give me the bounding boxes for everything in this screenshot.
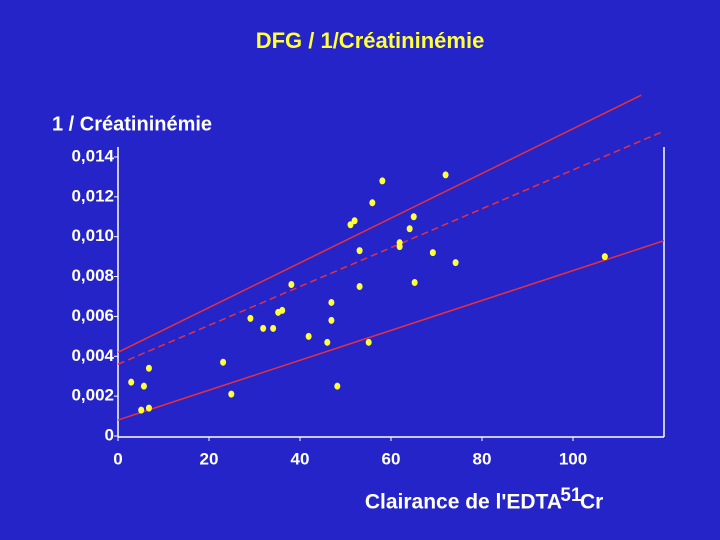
data-point bbox=[128, 378, 135, 386]
x-tick-label: 20 bbox=[200, 449, 219, 468]
y-tick-label: 0,012 bbox=[71, 186, 114, 205]
x-tick-label: 60 bbox=[382, 449, 401, 468]
data-point bbox=[396, 243, 403, 251]
data-point bbox=[410, 213, 417, 221]
data-point bbox=[145, 404, 152, 412]
x-tick-label: 100 bbox=[559, 449, 587, 468]
chart-title: DFG / 1/Créatininémie bbox=[256, 28, 485, 53]
data-point bbox=[145, 364, 152, 372]
data-point bbox=[601, 253, 608, 261]
data-point bbox=[411, 279, 418, 287]
data-point bbox=[328, 316, 335, 324]
x-axis-label: Clairance de l'EDTA bbox=[365, 491, 562, 514]
data-point bbox=[356, 283, 363, 291]
y-tick-label: 0,008 bbox=[71, 266, 114, 285]
x-tick-label: 80 bbox=[473, 449, 492, 468]
data-point bbox=[247, 314, 254, 322]
regression-line bbox=[117, 94, 642, 353]
data-point bbox=[138, 406, 145, 414]
data-point bbox=[379, 177, 386, 185]
y-axis-label: 1 / Créatininémie bbox=[52, 113, 212, 135]
data-point bbox=[369, 199, 376, 207]
data-point bbox=[452, 259, 459, 267]
y-tick-label: 0 bbox=[105, 425, 114, 444]
data-point bbox=[334, 382, 341, 390]
data-point bbox=[442, 171, 449, 179]
data-point bbox=[140, 382, 147, 390]
x-tick-label: 0 bbox=[113, 449, 122, 468]
data-point bbox=[305, 332, 312, 340]
data-point bbox=[365, 338, 372, 346]
data-point bbox=[228, 390, 235, 398]
data-point bbox=[406, 225, 413, 233]
x-tick-label: 40 bbox=[291, 449, 310, 468]
x-axis-label-suffix: Cr bbox=[580, 491, 603, 514]
y-tick-label: 0,004 bbox=[71, 346, 114, 365]
data-point bbox=[351, 217, 358, 225]
y-tick-label: 0,010 bbox=[71, 226, 114, 245]
data-point bbox=[328, 298, 335, 306]
data-point bbox=[260, 324, 267, 332]
data-point bbox=[347, 221, 354, 229]
data-point bbox=[270, 324, 277, 332]
data-point bbox=[356, 247, 363, 255]
data-point bbox=[279, 306, 286, 314]
data-point bbox=[429, 249, 436, 257]
data-point bbox=[220, 358, 227, 366]
data-point bbox=[324, 338, 331, 346]
y-tick-label: 0,006 bbox=[71, 306, 114, 325]
y-tick-label: 0,014 bbox=[71, 146, 114, 165]
data-point bbox=[288, 281, 295, 289]
y-tick-label: 0,002 bbox=[71, 386, 114, 405]
annotation: 51 bbox=[560, 485, 582, 506]
regression-line bbox=[117, 239, 665, 421]
